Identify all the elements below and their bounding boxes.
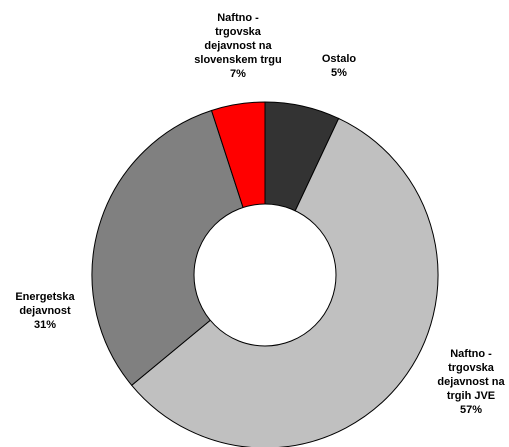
slice-label-line: trgih JVE	[446, 390, 496, 402]
slice-label-naftno-jve: Naftno - trgovska dejavnost na trgih JVE…	[424, 347, 509, 417]
slice-label-line: trgovska	[448, 362, 494, 374]
slice-label-percent: 5%	[331, 67, 347, 79]
slice-label-line: Ostalo	[321, 53, 357, 65]
slice-label-line: dejavnost na	[204, 40, 272, 52]
slice-label-line: dejavnost	[19, 305, 71, 317]
slice-label-percent: 7%	[230, 68, 246, 80]
donut-slice-2	[91, 109, 266, 386]
slice-label-naftno-slo: Naftno - trgovska dejavnost na slovenske…	[168, 11, 308, 81]
slice-label-line: slovenskem trgu	[194, 54, 282, 66]
slice-label-line: dejavnost na	[437, 376, 505, 388]
slice-label-line: Naftno -	[217, 12, 259, 24]
slice-label-percent: 31%	[33, 319, 57, 331]
donut-hole	[193, 203, 337, 347]
slice-label-line: trgovska	[215, 26, 261, 38]
slice-label-line: Naftno -	[450, 348, 492, 360]
slice-label-energetska: Energetska dejavnost 31%	[0, 290, 90, 332]
slice-label-percent: 57%	[459, 404, 483, 416]
slice-label-line: Energetska	[15, 291, 75, 303]
slice-label-ostalo: Ostalo 5%	[309, 52, 369, 80]
